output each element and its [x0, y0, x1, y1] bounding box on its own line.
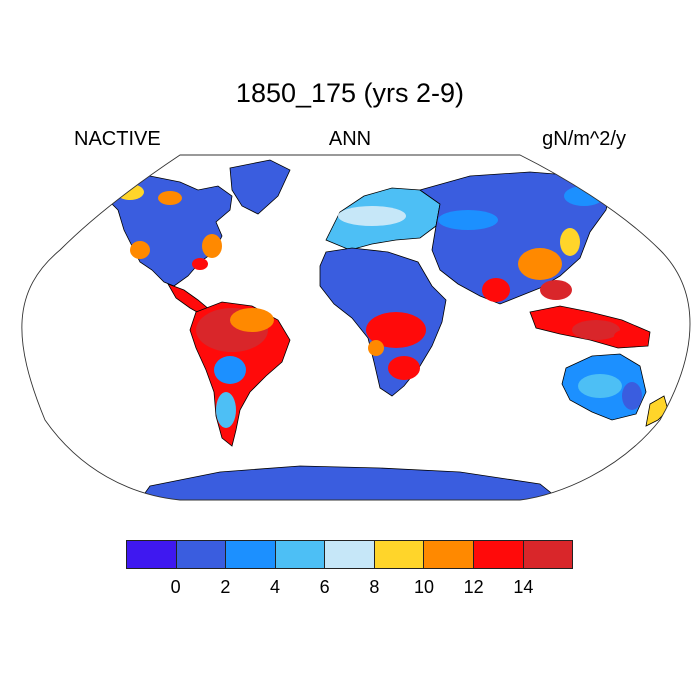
colorbar-tick-label: 4 — [269, 577, 281, 597]
colorbar-box — [472, 540, 524, 569]
colorbar-tick-label: 6 — [319, 577, 330, 597]
colorbar-box — [373, 540, 425, 569]
colorbar-box — [274, 540, 326, 569]
colorbar — [126, 540, 574, 569]
colorbar-box — [423, 540, 474, 569]
units-label: gN/m^2/y — [542, 128, 626, 150]
variable-label: NACTIVE — [74, 128, 161, 150]
colorbar-tick-label: 8 — [369, 577, 380, 597]
map-border — [21, 154, 691, 501]
colorbar-box — [324, 540, 375, 569]
colorbar-tick-label: 2 — [220, 577, 231, 597]
data-patches — [116, 184, 646, 428]
land-data-layer — [101, 159, 669, 500]
colorbar-box — [522, 540, 574, 569]
colorbar-tick-label: 14 — [513, 577, 534, 597]
greenland — [229, 159, 291, 215]
colorbar-box — [175, 540, 227, 569]
season-label: ANN — [328, 128, 372, 150]
colorbar-box — [225, 540, 276, 569]
colorbar-tick-label: 10 — [413, 577, 435, 597]
antarctica — [139, 465, 562, 500]
colorbar-box — [126, 540, 177, 569]
plot-title: 1850_175 (yrs 2-9) — [235, 78, 465, 108]
colorbar-tick-label: 12 — [463, 577, 484, 597]
colorbar-tick-label: 0 — [170, 577, 181, 597]
